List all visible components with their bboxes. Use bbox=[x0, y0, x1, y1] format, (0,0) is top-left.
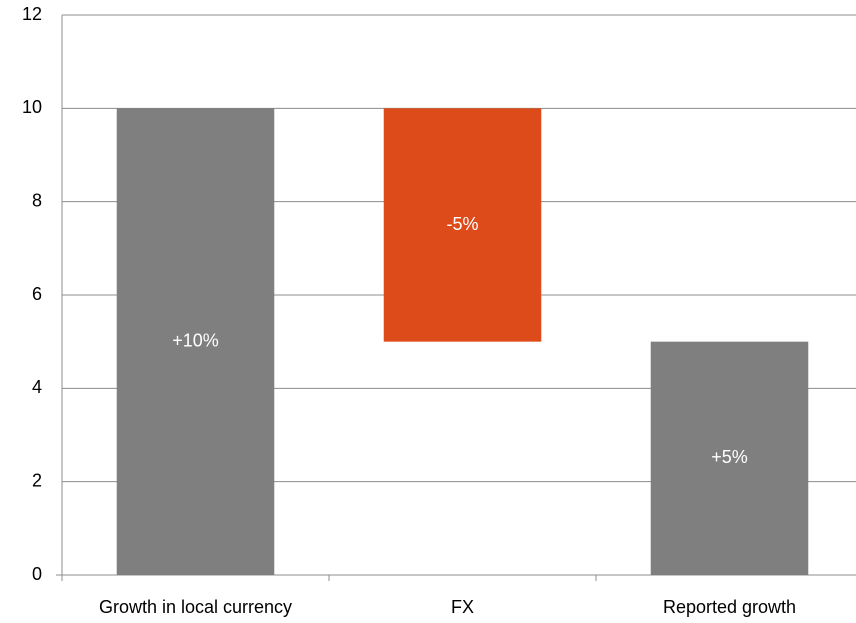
x-tick-label: Growth in local currency bbox=[99, 597, 292, 617]
bar bbox=[650, 341, 809, 575]
y-tick-label: 0 bbox=[32, 564, 42, 584]
y-tick-label: 10 bbox=[22, 97, 42, 117]
bar bbox=[383, 108, 542, 342]
y-tick-label: 8 bbox=[32, 190, 42, 210]
y-tick-label: 12 bbox=[22, 4, 42, 24]
value-label: +10% bbox=[172, 330, 219, 350]
value-label: +5% bbox=[711, 447, 748, 467]
y-tick-label: 6 bbox=[32, 284, 42, 304]
value-label: -5% bbox=[446, 214, 478, 234]
y-tick-label: 2 bbox=[32, 470, 42, 490]
bar bbox=[116, 108, 275, 575]
x-tick-label: Reported growth bbox=[663, 597, 796, 617]
y-tick-label: 4 bbox=[32, 377, 42, 397]
x-tick-label: FX bbox=[451, 597, 474, 617]
